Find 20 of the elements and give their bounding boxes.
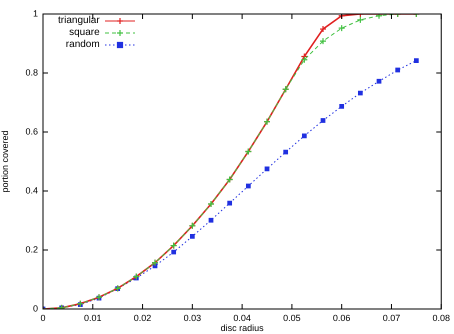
x-tick-label: 0.07 — [382, 312, 400, 323]
legend-label: random — [66, 39, 100, 51]
x-tick-label: 0 — [40, 312, 46, 323]
y-tick-label: 0 — [32, 303, 38, 314]
x-tick-label: 0.06 — [332, 312, 350, 323]
y-tick-label: 0.6 — [25, 126, 38, 136]
y-axis-title: portion covered — [0, 130, 10, 193]
x-axis-title: disc radius — [220, 323, 264, 334]
legend-label: square — [69, 27, 100, 39]
x-tick-label: 0.08 — [432, 312, 450, 323]
x-tick-label: 0.01 — [84, 312, 102, 323]
x-tick-label: 0.02 — [134, 312, 152, 323]
x-tick-label: 0.05 — [283, 312, 301, 323]
legend-label: triangular — [58, 15, 100, 27]
y-tick-label: 0.8 — [25, 67, 38, 78]
x-tick-label: 0.03 — [184, 312, 202, 323]
y-tick-label: 0.4 — [25, 185, 38, 196]
y-tick-label: 0.2 — [25, 244, 38, 254]
y-tick-label: 1 — [32, 8, 38, 18]
x-tick-label: 0.04 — [233, 312, 251, 323]
